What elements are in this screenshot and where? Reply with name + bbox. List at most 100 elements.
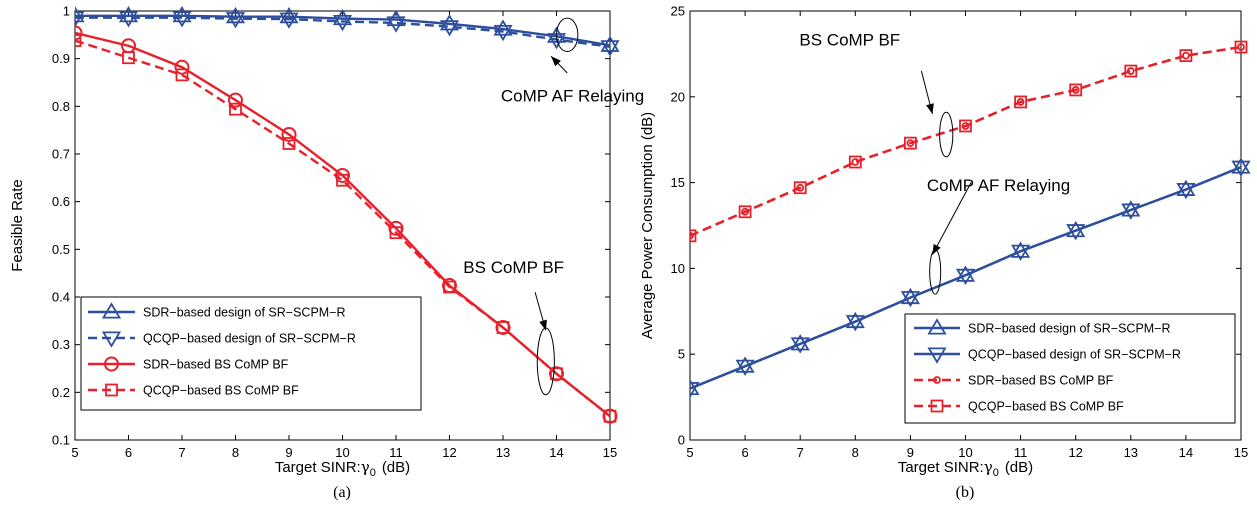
data-point — [1231, 160, 1251, 177]
data-point — [790, 337, 810, 354]
x-tick-label: 13 — [496, 445, 510, 460]
legend-label: QCQP−based design of SR−SCPM−R — [143, 332, 356, 346]
y-axis-label: Average Power Consumption (dB) — [639, 112, 656, 339]
data-point — [493, 19, 513, 36]
data-point — [690, 382, 700, 399]
x-tick-label: 7 — [797, 445, 804, 460]
legend-label: QCQP−based BS CoMP BF — [968, 400, 1124, 414]
legend-marker — [927, 347, 947, 364]
data-point — [1234, 40, 1248, 54]
y-tick-label: 0.7 — [52, 147, 70, 162]
y-tick-label: 0.8 — [52, 99, 70, 114]
data-point — [389, 226, 403, 240]
series-line — [75, 39, 611, 418]
x-tick-label: 10 — [958, 445, 972, 460]
annotation-1: CoMP AF Relaying — [927, 176, 1070, 295]
data-point — [122, 51, 135, 65]
data-point — [336, 173, 349, 187]
annotation-text: CoMP AF Relaying — [927, 176, 1070, 195]
data-point — [225, 6, 246, 24]
legend: SDR−based design of SR−SCPM−R QCQP−based … — [904, 313, 1236, 424]
data-point — [738, 205, 752, 219]
data-point — [279, 6, 299, 24]
data-point — [75, 11, 85, 28]
x-tick-label: 11 — [389, 445, 403, 460]
data-point — [75, 25, 83, 41]
legend-entry: SDR−based design of SR−SCPM−R — [88, 302, 346, 320]
series-1 — [75, 11, 620, 57]
legend: SDR−based design of SR−SCPM−R QCQP−based … — [80, 296, 422, 411]
x-tick-label: 9 — [907, 445, 914, 460]
data-point — [602, 408, 618, 424]
legend-label: SDR−based design of SR−SCPM−R — [968, 322, 1171, 336]
annotation-1: BS CoMP BF — [463, 258, 564, 396]
x-tick-label: 6 — [125, 445, 132, 460]
annotation-0: CoMP AF Relaying — [501, 17, 644, 106]
data-point — [118, 5, 139, 23]
annotation-text: BS CoMP BF — [463, 258, 564, 277]
series-line — [690, 45, 1242, 237]
chart-a: 5 6 7 8 9 10 11 12 13 14 150.10.20.30.40.50.60.70.… — [9, 4, 644, 502]
data-point — [1176, 182, 1196, 200]
y-tick-label: 10 — [671, 261, 685, 276]
legend-entry: QCQP−based design of SR−SCPM−R — [914, 347, 1181, 364]
data-point — [386, 9, 406, 27]
x-axis-label-subscript: 0 — [993, 467, 999, 479]
y-axis-label: Feasible Rate — [9, 179, 26, 272]
data-point — [75, 34, 82, 47]
data-point — [332, 14, 353, 32]
data-point — [332, 8, 353, 26]
data-point — [1231, 157, 1251, 174]
series-line — [75, 16, 611, 48]
x-tick-label: 15 — [603, 445, 617, 460]
legend-label: SDR−based BS CoMP BF — [968, 374, 1114, 388]
data-point — [600, 35, 620, 52]
x-axis-label: Target SINR:γ0 (dB) — [275, 458, 410, 479]
data-point — [1179, 49, 1193, 63]
data-point — [549, 366, 564, 382]
data-point — [496, 321, 510, 334]
data-point — [118, 11, 139, 28]
series-line — [75, 14, 611, 47]
data-point — [1066, 224, 1086, 241]
data-point — [439, 14, 460, 31]
legend-entry: SDR−based BS CoMP BF — [914, 374, 1114, 388]
legend-label: QCQP−based BS CoMP BF — [143, 384, 299, 398]
series-3 — [75, 34, 617, 423]
figure-caption: (b) — [956, 484, 975, 501]
annotation-ellipse — [556, 17, 579, 53]
data-point — [439, 20, 460, 37]
figure-caption: (a) — [333, 484, 351, 501]
data-point — [690, 229, 697, 243]
data-point — [1014, 95, 1027, 109]
y-tick-label: 25 — [671, 4, 685, 19]
x-tick-label: 15 — [1234, 445, 1248, 460]
x-tick-label: 10 — [335, 445, 349, 460]
y-tick-label: 5 — [678, 347, 685, 362]
data-point — [172, 5, 192, 23]
data-point — [1011, 244, 1031, 262]
x-tick-label: 14 — [1179, 445, 1193, 460]
data-point — [386, 16, 406, 33]
data-point — [495, 320, 511, 336]
data-point — [550, 367, 563, 381]
data-point — [600, 40, 620, 57]
legend-label: QCQP−based design of SR−SCPM−R — [968, 348, 1181, 362]
data-point — [75, 5, 85, 23]
x-tick-label: 11 — [1014, 445, 1028, 460]
x-tick-label: 13 — [1124, 445, 1138, 460]
x-tick-label: 8 — [852, 445, 859, 460]
annotation-text: CoMP AF Relaying — [501, 87, 644, 106]
legend-marker — [101, 302, 122, 319]
x-axis-label-subscript: 0 — [370, 467, 376, 479]
legend-marker — [927, 318, 947, 335]
y-tick-label: 0.3 — [52, 337, 70, 352]
data-point — [443, 280, 456, 294]
legend-marker — [933, 376, 941, 384]
legend-label: SDR−based BS CoMP BF — [143, 358, 289, 372]
legend-marker — [101, 331, 122, 348]
data-point — [904, 136, 917, 150]
series-line — [690, 166, 1242, 390]
